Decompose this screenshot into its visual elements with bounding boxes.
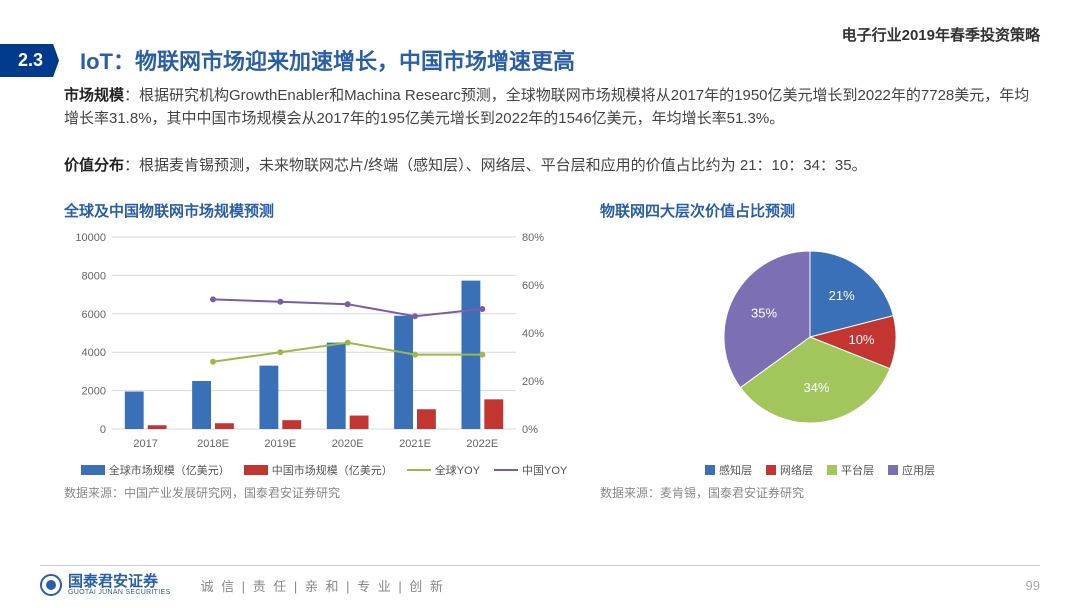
footer: 国泰君安证券 GUOTAI JUNAN SECURITIES 诚 信 | 责 任… [40,565,1040,596]
bar-chart-title: 全球及中国物联网市场规模预测 [64,200,584,221]
svg-text:2022E: 2022E [466,438,498,450]
paragraph-value-dist: 价值分布：根据麦肯锡预测，未来物联网芯片/终端（感知层）、网络层、平台层和应用的… [64,154,1040,177]
para2-label: 价值分布 [64,157,124,174]
svg-text:0%: 0% [522,424,538,436]
logo-subtitle: GUOTAI JUNAN SECURITIES [68,589,170,596]
section-number-tag: 2.3 [0,44,59,77]
svg-text:40%: 40% [522,328,544,340]
footer-motto: 诚 信 | 责 任 | 亲 和 | 专 业 | 创 新 [200,576,444,595]
legend-item: 感知层 [705,462,752,478]
svg-text:6000: 6000 [82,309,106,321]
svg-text:2017: 2017 [133,438,157,450]
svg-text:0: 0 [100,424,106,436]
company-logo: 国泰君安证券 GUOTAI JUNAN SECURITIES [40,574,170,596]
legend-item: 全球市场规模（亿美元） [81,462,230,478]
svg-text:2020E: 2020E [332,438,364,450]
svg-text:8000: 8000 [82,270,106,282]
bar-chart-source: 数据来源：中国产业发展研究网，国泰君安证券研究 [64,484,584,501]
bar-line-chart-container: 全球及中国物联网市场规模预测 0 2000 4000 6000 8000 10000 0% 2… [64,200,584,501]
legend-item: 平台层 [827,462,874,478]
para1-label: 市场规模 [64,87,124,104]
legend-item: 中国市场规模（亿美元） [244,462,393,478]
svg-text:34%: 34% [803,380,829,395]
svg-text:60%: 60% [522,280,544,292]
svg-text:2018E: 2018E [197,438,229,450]
svg-text:35%: 35% [751,306,777,321]
svg-text:80%: 80% [522,232,544,244]
logo-name: 国泰君安证券 [68,574,170,589]
svg-text:2021E: 2021E [399,438,431,450]
legend-item: 全球YOY [407,462,480,478]
svg-text:10000: 10000 [75,232,106,244]
para2-text: ：根据麦肯锡预测，未来物联网芯片/终端（感知层）、网络层、平台层和应用的价值占比… [124,157,867,174]
pie-chart-container: 物联网四大层次价值占比预测 21%10%34%35% 感知层网络层平台层应用层 … [600,200,1040,501]
bar-chart-legend: 全球市场规模（亿美元） 中国市场规模（亿美元） 全球YOY 中国YOY [64,462,584,478]
page-title: IoT：物联网市场迎来加速增长，中国市场增速更高 [80,44,575,76]
svg-text:2000: 2000 [82,386,106,398]
legend-item: 中国YOY [494,462,567,478]
logo-icon [40,574,62,596]
page-number: 99 [1026,578,1040,593]
pie-chart-legend: 感知层网络层平台层应用层 [600,462,1040,478]
pie-chart-source: 数据来源：麦肯锡，国泰君安证券研究 [600,484,1040,501]
pie-chart: 21% 10% 34% 35% [600,227,1020,457]
svg-text:10%: 10% [848,332,874,347]
para1-text: ：根据研究机构GrowthEnabler和Machina Researc预测，全… [64,87,1029,127]
svg-text:4000: 4000 [82,347,106,359]
svg-text:2019E: 2019E [264,438,296,450]
paragraph-market-scale: 市场规模：根据研究机构GrowthEnabler和Machina Researc… [64,84,1040,131]
doc-header-right: 电子行业2019年春季投资策略 [842,24,1040,45]
legend-item: 网络层 [766,462,813,478]
bar-line-chart: 0 2000 4000 6000 8000 10000 0% 20% 40% 60% 80% 2017… [64,227,564,457]
svg-text:21%: 21% [829,288,855,303]
pie-chart-title: 物联网四大层次价值占比预测 [600,200,1040,221]
svg-text:20%: 20% [522,376,544,388]
legend-item: 应用层 [888,462,935,478]
